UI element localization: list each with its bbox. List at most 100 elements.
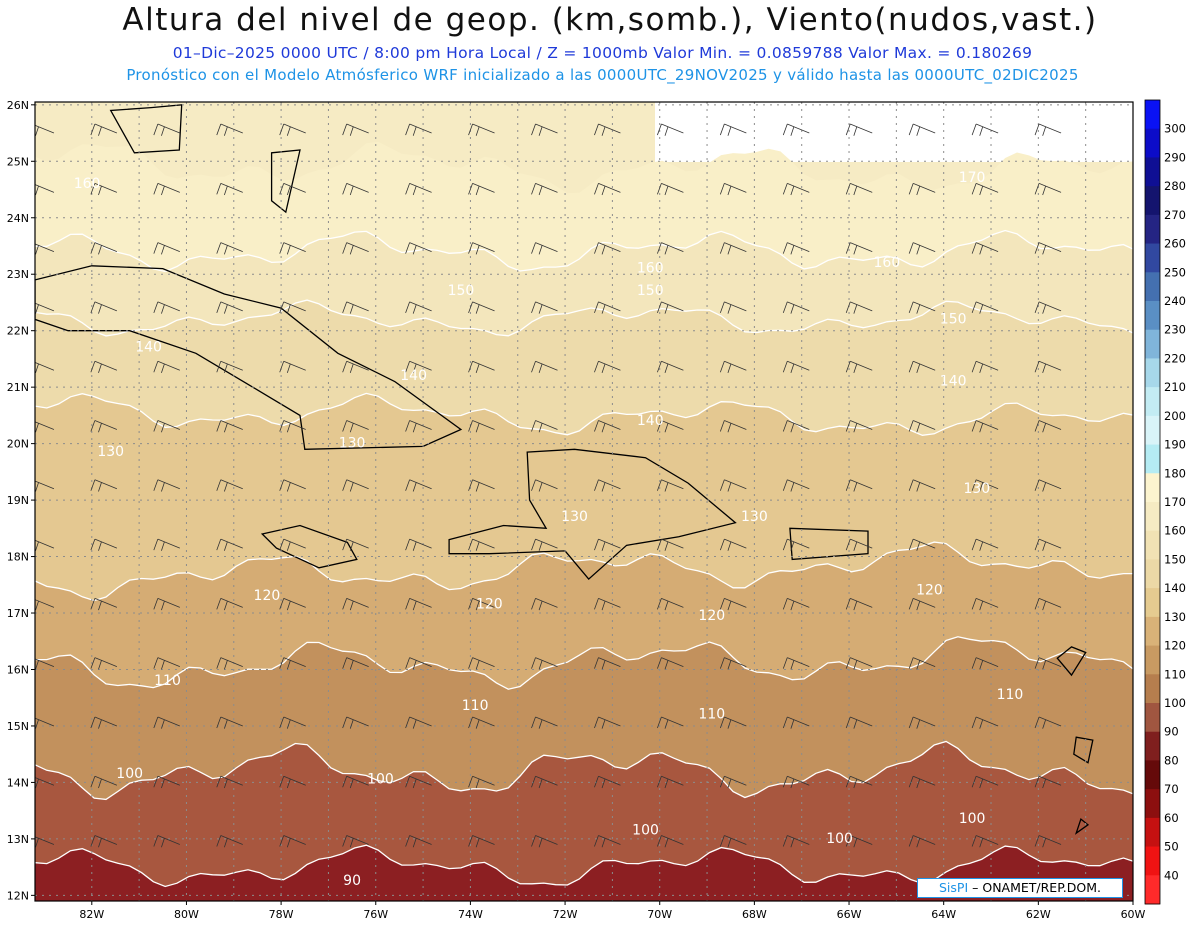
wind-barb [531, 360, 558, 374]
wind-barb [216, 182, 243, 196]
wind-barb [594, 301, 621, 314]
colorbar-label: 140 [1164, 581, 1186, 595]
contour-label: 120 [916, 582, 943, 598]
coastlines [35, 104, 1094, 835]
wind-barb [342, 716, 369, 729]
wind-barb [845, 598, 873, 611]
wind-barb [90, 538, 118, 551]
colorbar-swatch [1145, 645, 1160, 675]
contour-label: 100 [367, 772, 394, 788]
wind-barb [971, 420, 999, 433]
latitude-label: 20N [7, 438, 29, 451]
colorbar-label: 100 [1164, 696, 1186, 710]
wind-barb [782, 242, 810, 255]
latitude-label: 24N [7, 212, 29, 225]
wind-barb [908, 301, 936, 314]
colorbar-swatch [1145, 214, 1160, 244]
wind-barb [594, 775, 621, 789]
contour-label: 130 [339, 436, 366, 452]
island-2 [448, 448, 737, 581]
wind-barb [216, 538, 243, 551]
wind-barb [719, 835, 747, 848]
contour-line-3 [35, 392, 1133, 436]
wind-barb [342, 123, 369, 136]
contour-line-4 [35, 541, 1133, 602]
colorbar-swatch [1145, 502, 1160, 532]
contour-line-1 [35, 229, 1133, 273]
band-7 [35, 845, 1133, 901]
wind-barb [908, 716, 936, 729]
wind-barb [216, 242, 243, 255]
wind-barb [657, 716, 684, 729]
wind-barb [531, 775, 558, 789]
wind-barb [971, 182, 999, 196]
wind-barb [845, 835, 873, 848]
wind-barb [90, 182, 118, 196]
longitude-label: 62W [1026, 908, 1051, 921]
wind-barb [90, 123, 118, 136]
colorbar-swatch [1145, 616, 1160, 646]
contour-line-7 [35, 844, 1133, 888]
credit-box: SisPI – ONAMET/REP.DOM. [917, 878, 1123, 898]
colorbar-swatch [1145, 731, 1160, 761]
wind-barb [908, 835, 936, 848]
wind-barb [1034, 479, 1062, 492]
contour-labels: 160 170 160 160 150 150 150 140 140 140 140 130 130 1… [74, 170, 1024, 889]
wind-barb [279, 360, 306, 374]
contour-label: 130 [97, 444, 124, 460]
contour-label: 120 [698, 608, 725, 624]
latitude-label: 26N [7, 99, 29, 112]
wind-barb [594, 479, 621, 492]
contour-label: 160 [637, 261, 664, 277]
wind-barb [657, 123, 684, 136]
wind-barb [279, 420, 306, 433]
wind-barb [971, 835, 999, 848]
contour-label: 150 [448, 283, 475, 299]
longitude-label: 64W [931, 908, 956, 921]
longitude-axis: 82W 80W 78W 76W 74W 72W 70W 68W 66W 64W 62W 60W [79, 901, 1146, 921]
colorbar-label: 80 [1164, 753, 1179, 767]
wind-barb [216, 716, 243, 729]
wind-barb [153, 360, 180, 374]
wind-barb [279, 716, 306, 729]
colorbar-swatch [1145, 272, 1160, 302]
wind-barb [405, 479, 432, 492]
wind-barb [216, 598, 243, 611]
longitude-label: 80W [174, 908, 199, 921]
colorbar-label: 280 [1164, 179, 1186, 193]
longitude-label: 78W [269, 908, 294, 921]
colorbar-swatch [1145, 588, 1160, 618]
colorbar-label: 150 [1164, 552, 1186, 566]
wind-barb [971, 775, 999, 789]
wind-barb [657, 242, 684, 255]
wind-barb [782, 538, 810, 551]
lat-lon-grid [35, 102, 1133, 901]
contour-label: 170 [959, 170, 986, 186]
wind-barb [468, 182, 495, 196]
wind-barb [1034, 835, 1062, 848]
colorbar-swatch [1145, 100, 1160, 130]
wind-barb [153, 123, 180, 136]
longitude-label: 70W [647, 908, 672, 921]
wind-barb [405, 360, 432, 374]
wind-barb [782, 716, 810, 729]
wind-barb [90, 360, 118, 374]
colorbar-swatch [1145, 559, 1160, 589]
band-white [655, 102, 1133, 162]
wind-barb [971, 301, 999, 314]
wind-barb [1034, 716, 1062, 729]
wind-barb [279, 479, 306, 492]
contour-label: 110 [462, 698, 489, 714]
wind-barb [531, 538, 558, 551]
wind-barb [279, 775, 306, 789]
contour-label: 160 [74, 176, 101, 192]
wind-barb [342, 360, 369, 374]
colorbar-swatch [1145, 243, 1160, 273]
wind-barb [279, 182, 306, 196]
wind-barb [531, 123, 558, 136]
wind-barb [845, 242, 873, 255]
wind-barb [405, 598, 432, 611]
wind-barb [1034, 301, 1062, 314]
contour-label: 120 [476, 597, 503, 613]
colorbar-swatch [1145, 760, 1160, 790]
